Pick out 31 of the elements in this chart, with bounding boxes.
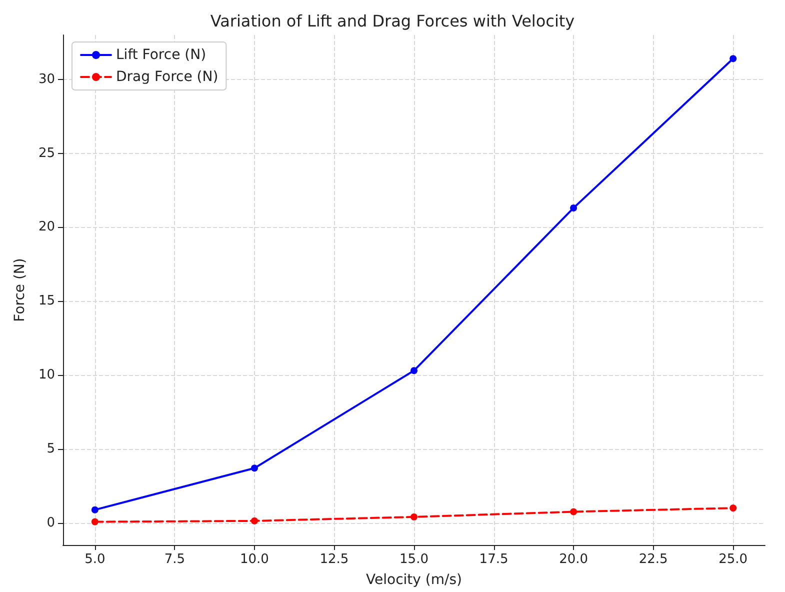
x-tick-label: 5.0: [84, 552, 106, 567]
chart-title: Variation of Lift and Drag Forces with Velocity: [210, 12, 575, 30]
x-tick-label: 12.5: [320, 552, 349, 567]
point: [91, 506, 98, 514]
x-tick-label: 15.0: [400, 552, 428, 567]
y-tick-label: 5: [46, 441, 55, 456]
x-tick-label: 20.0: [559, 552, 588, 567]
legend-label: Lift Force (N): [116, 47, 206, 63]
y-tick-label: 30: [38, 72, 55, 87]
point: [410, 513, 418, 520]
y-tick-label: 0: [46, 515, 55, 530]
x-tick-label: 22.5: [638, 552, 668, 567]
x-axis-title: Velocity (m/s): [366, 572, 462, 588]
x-tick-label: 25.0: [718, 552, 748, 567]
y-tick-label: 15: [38, 294, 55, 309]
point: [250, 517, 258, 524]
legend-label: Drag Force (N): [116, 69, 218, 85]
point: [570, 204, 578, 212]
point: [730, 55, 737, 62]
y-tick-label: 20: [38, 220, 55, 235]
y-tick-label: 25: [38, 146, 55, 161]
y-tick-label: 10: [38, 368, 55, 382]
x-tick-label: 17.5: [479, 552, 508, 567]
x-tick-label: 10.0: [240, 552, 269, 567]
point: [250, 464, 258, 472]
point: [570, 508, 578, 516]
x-tick-label: 7.5: [164, 552, 186, 567]
point: [730, 504, 737, 512]
point: [410, 367, 418, 374]
point: [91, 518, 98, 526]
y-axis-title: Force (N): [12, 258, 28, 322]
